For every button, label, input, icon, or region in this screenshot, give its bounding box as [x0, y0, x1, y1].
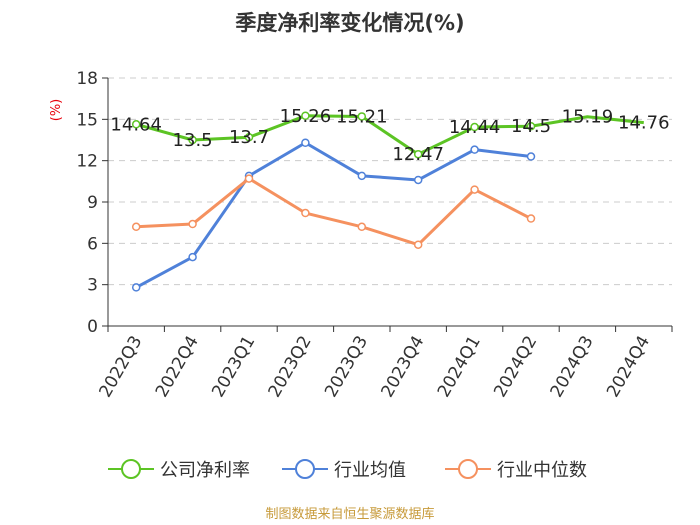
source-note: 制图数据来自恒生聚源数据库: [265, 506, 434, 522]
data-point-marker: [526, 121, 536, 131]
data-value-label: 15.26: [280, 106, 332, 127]
legend-marker-1: [295, 459, 315, 479]
data-value-label: 15.19: [562, 107, 614, 128]
series-lines: [131, 111, 644, 292]
data-point-marker: [301, 111, 310, 121]
series-line-0: [135, 114, 644, 156]
data-value-label: 14.64: [110, 114, 162, 135]
x-tick-label: 2024Q2: [490, 333, 541, 401]
data-point-marker: [413, 175, 423, 185]
legend: 公司净利率 行业均值 行业中位数: [108, 459, 587, 481]
x-tick-label: 2023Q1: [208, 333, 259, 401]
legend-label-0: 公司净利率: [160, 460, 250, 481]
x-tick-label: 2022Q3: [95, 333, 146, 401]
x-tick-label: 2023Q4: [377, 333, 428, 401]
data-point-marker: [357, 222, 367, 232]
data-point-marker: [301, 208, 310, 218]
legend-label-1: 行业均值: [334, 460, 406, 481]
y-tick-label: 9: [87, 193, 98, 213]
data-value-label: 15.21: [336, 106, 388, 127]
data-point-marker: [188, 252, 197, 262]
data-point-marker: [357, 171, 367, 181]
y-tick-label: 18: [76, 69, 98, 89]
x-tick-label: 2023Q2: [265, 333, 316, 401]
data-point-marker: [413, 240, 423, 249]
x-tick-label: 2024Q4: [603, 333, 654, 401]
data-point-marker: [188, 219, 197, 229]
data-point-marker: [131, 222, 141, 232]
x-tick-label: 2022Q4: [152, 333, 203, 401]
data-value-label: 12.47: [392, 144, 444, 165]
legend-label-2: 行业中位数: [497, 460, 587, 481]
x-tick-label: 2024Q1: [434, 332, 485, 400]
data-point-marker: [413, 149, 423, 159]
data-value-label: 14.76: [618, 113, 670, 134]
y-tick-label: 6: [87, 234, 98, 254]
data-point-marker: [357, 112, 367, 121]
chart-title: 季度净利率变化情况(%): [235, 11, 464, 35]
series-line-2: [136, 177, 532, 247]
data-value-label: 13.5: [173, 130, 213, 151]
data-point-marker: [188, 135, 197, 145]
data-point-marker: [131, 283, 141, 292]
data-point-marker: [131, 120, 141, 129]
legend-marker-2: [458, 459, 478, 479]
data-point-marker: [470, 185, 479, 194]
y-axis-unit-label: (%): [49, 99, 64, 122]
data-point-marker: [526, 214, 536, 223]
y-tick-label: 3: [87, 276, 98, 296]
data-point-marker: [244, 132, 254, 142]
data-point-marker: [301, 138, 310, 148]
data-point-marker: [244, 174, 254, 183]
data-value-label: 13.7: [229, 127, 269, 148]
data-value-label: 14.5: [511, 116, 551, 137]
data-point-marker: [470, 145, 479, 154]
y-tick-label: 15: [76, 110, 98, 130]
data-point-marker: [470, 122, 479, 132]
data-point-marker: [526, 152, 536, 161]
series-line-1: [135, 141, 532, 289]
y-tick-label: 0: [87, 317, 98, 337]
x-tick-label: 2024Q3: [547, 333, 598, 401]
x-tick-label: 2023Q3: [321, 333, 372, 401]
y-tick-label: 12: [76, 152, 98, 172]
legend-marker-0: [121, 459, 141, 479]
data-value-label: 14.44: [449, 117, 501, 138]
